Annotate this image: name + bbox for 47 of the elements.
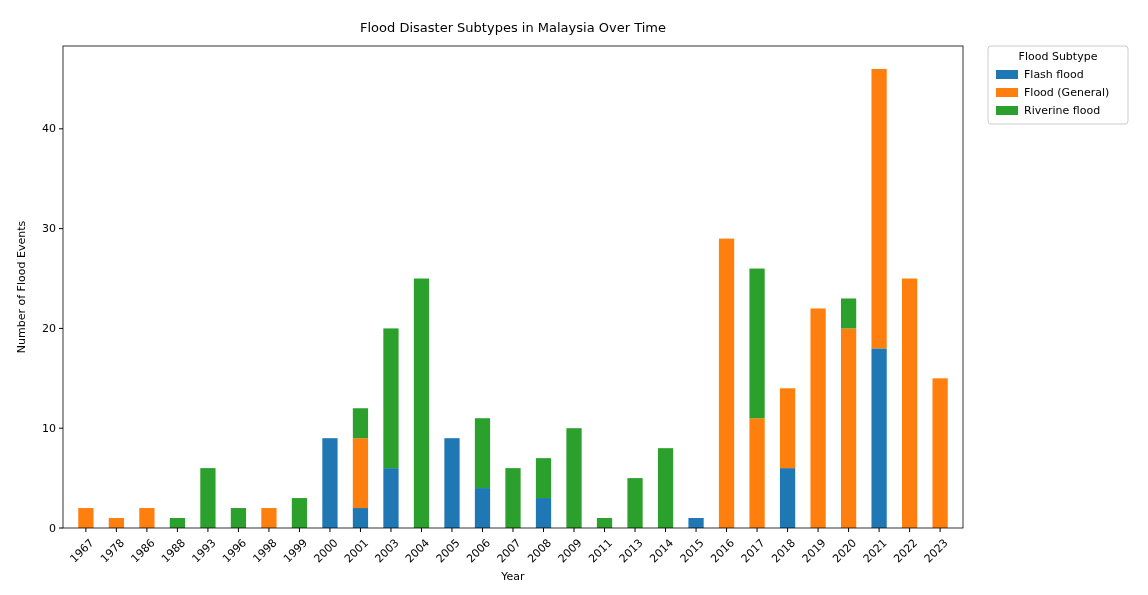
bar <box>718 238 735 528</box>
legend-label: Riverine flood <box>1024 104 1101 117</box>
bar <box>139 508 155 528</box>
bar <box>749 268 765 419</box>
bar <box>383 328 399 469</box>
legend-label: Flash flood <box>1024 68 1084 81</box>
bar <box>383 468 399 528</box>
bar <box>352 508 369 528</box>
y-tick-label: 40 <box>42 122 56 136</box>
legend-title: Flood Subtype <box>1018 50 1098 63</box>
y-axis-title: Number of Flood Events <box>15 220 28 354</box>
bar <box>871 68 887 349</box>
bar <box>322 438 338 528</box>
legend-label: Flood (General) <box>1024 86 1110 99</box>
y-tick-label: 30 <box>42 222 56 236</box>
bar <box>291 498 308 528</box>
bar <box>261 508 277 528</box>
bar <box>535 458 552 499</box>
bar <box>200 468 216 528</box>
bar <box>688 518 704 528</box>
bar <box>871 348 887 528</box>
x-axis-title: Year <box>500 570 526 583</box>
bar <box>657 448 674 528</box>
bar <box>352 408 369 439</box>
bar <box>352 438 369 509</box>
bar <box>749 418 765 528</box>
bar <box>230 508 247 528</box>
bar <box>901 278 918 528</box>
bar <box>932 378 948 528</box>
bar <box>627 478 643 528</box>
y-tick-label: 10 <box>42 421 56 435</box>
bar <box>810 308 826 528</box>
bar <box>840 328 857 528</box>
bar <box>535 498 552 528</box>
bar <box>505 468 521 528</box>
y-tick-label: 0 <box>49 521 56 535</box>
bar <box>566 428 582 528</box>
bar <box>779 468 796 528</box>
bar <box>474 488 491 528</box>
bar <box>840 298 857 329</box>
bar <box>779 388 796 469</box>
bar <box>78 508 94 528</box>
bar <box>474 418 491 489</box>
bar <box>413 278 430 528</box>
bar <box>444 438 460 528</box>
y-tick-label: 20 <box>42 321 56 335</box>
chart-title: Flood Disaster Subtypes in Malaysia Over Time <box>360 20 666 35</box>
